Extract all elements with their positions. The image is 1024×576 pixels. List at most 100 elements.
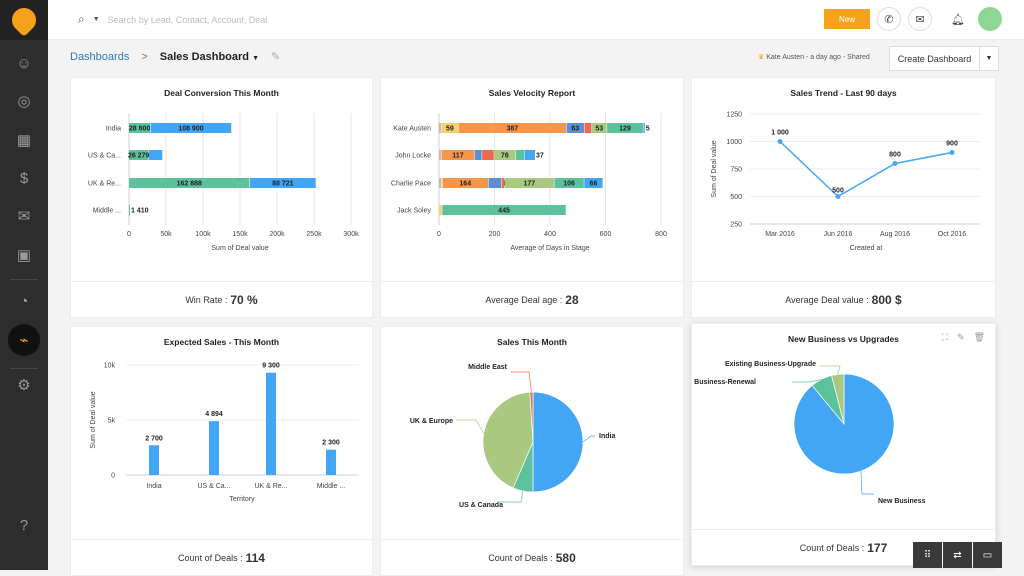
bar-label: 63	[571, 126, 579, 133]
card-title: Sales This Month	[381, 337, 683, 347]
user-icon[interactable]: ◎	[12, 89, 36, 113]
x-tick-label: 400	[544, 231, 556, 238]
dashboards-icon[interactable]: ⌁	[8, 324, 40, 356]
bar-label: 177	[523, 181, 535, 188]
screen-icon[interactable]: ▭	[973, 542, 1002, 568]
dialpad-icon[interactable]: ⠿	[913, 542, 942, 568]
footer-label: Count of Deals :	[800, 543, 865, 553]
bar-segment	[643, 123, 644, 133]
x-tick-label: UK & Re...	[254, 483, 287, 490]
slice-label: US & Canada	[459, 502, 503, 509]
data-point	[893, 161, 898, 166]
calendar-icon[interactable]: ▣	[12, 243, 36, 267]
slice-label: Existing Business-Upgrade	[725, 361, 816, 368]
x-tick-label: 100k	[195, 231, 211, 238]
bar	[326, 450, 336, 475]
chevron-down-icon[interactable]: ▼	[980, 55, 998, 62]
sync-icon[interactable]: ⇄	[943, 542, 972, 568]
leader-line	[456, 420, 484, 433]
footer-label: Average Deal age :	[485, 295, 562, 305]
card-footer: Average Deal value : 800 $	[692, 281, 995, 317]
x-axis-title: Sum of Deal value	[211, 245, 268, 252]
data-label: 2 700	[145, 435, 163, 442]
leader-line	[511, 372, 531, 392]
search-input[interactable]: Search by Lead, Contact, Account, Deal	[108, 15, 268, 25]
x-axis-title: Territory	[229, 496, 255, 503]
reports-icon[interactable]: ◔	[12, 289, 36, 313]
dashboard-header: Dashboards > Sales Dashboard ▼ ✎ ♛ Kate …	[48, 40, 1024, 75]
leader-line	[861, 471, 874, 494]
create-dashboard-label[interactable]: Create Dashboard	[890, 47, 980, 70]
y-tick-label: Middle ...	[93, 208, 121, 215]
bar-segment	[439, 123, 441, 133]
x-tick-label: 200k	[269, 231, 285, 238]
breadcrumb-dashboards-link[interactable]: Dashboards	[70, 51, 129, 63]
bar-label: 88 721	[272, 181, 294, 188]
x-axis-title: Average of Days in Stage	[510, 245, 589, 252]
new-button[interactable]: New	[824, 9, 870, 29]
slice-label: UK & Europe	[410, 418, 453, 425]
edit-pencil-icon[interactable]: ✎	[271, 50, 280, 63]
bar-segment	[439, 205, 442, 215]
x-tick-label: Mar 2016	[765, 231, 795, 238]
bar-segment	[489, 178, 501, 188]
x-tick-label: US & Ca...	[197, 483, 230, 490]
bar-segment	[482, 150, 494, 160]
x-tick-label: 600	[600, 231, 612, 238]
y-tick-label: 5k	[108, 418, 116, 425]
y-axis-title: Sum of Deal value	[90, 391, 97, 448]
bar-segment	[129, 205, 130, 215]
bar-label: 117	[452, 153, 463, 160]
search-icon[interactable]: ⌕	[78, 12, 85, 27]
phone-icon[interactable]: ✆	[877, 7, 901, 31]
accounts-icon[interactable]: ▦	[12, 128, 36, 152]
bar-segment	[439, 178, 441, 188]
bar-segment	[516, 150, 524, 160]
x-axis-title: Created at	[850, 245, 883, 252]
search-bar[interactable]: ⌕ ▼ Search by Lead, Contact, Account, De…	[78, 12, 267, 27]
footer-value: 580	[556, 551, 576, 565]
contacts-icon[interactable]: ☺	[12, 51, 36, 75]
mail-icon[interactable]: ✉	[908, 7, 932, 31]
leader-line	[583, 436, 595, 442]
bar-label: 387	[506, 126, 518, 133]
create-dashboard-button[interactable]: Create Dashboard ▼	[889, 46, 999, 71]
bar-label: 66	[590, 181, 598, 188]
bar-label: 5	[646, 126, 650, 133]
bar-label: 28 600	[129, 126, 151, 133]
footer-value: 28	[565, 293, 578, 307]
bar	[149, 445, 159, 475]
sidebar: ☺ ◎ ▦ $ ✉ ▣ ◔ ⌁ ⚙ ?	[0, 0, 48, 570]
chat-icon[interactable]: ✉	[12, 204, 36, 228]
settings-icon[interactable]: ⚙	[12, 373, 36, 397]
help-icon[interactable]: ?	[12, 513, 36, 537]
bottom-dock: ⠿ ⇄ ▭	[913, 542, 1002, 568]
divider	[10, 279, 38, 280]
footer-label: Count of Deals :	[488, 553, 553, 563]
bell-icon[interactable]: 🔔︎	[946, 7, 970, 31]
data-label: 9 300	[262, 363, 280, 370]
owner-info: ♛ Kate Austen - a day ago - Shared	[758, 53, 870, 61]
chevron-down-icon: ▼	[252, 55, 259, 62]
avatar[interactable]	[978, 7, 1002, 31]
deals-icon[interactable]: $	[12, 166, 36, 190]
x-tick-label: 0	[127, 231, 131, 238]
y-tick-label: 750	[730, 167, 742, 174]
chevron-down-icon[interactable]: ▼	[93, 16, 100, 23]
slice-label: Existing Business-Renewal	[692, 379, 756, 386]
app-logo[interactable]	[0, 0, 48, 40]
bar-segment	[439, 150, 441, 160]
bar-label: 37	[536, 153, 544, 160]
bar	[209, 421, 219, 475]
pie-slice	[533, 392, 583, 492]
dashboard-selector[interactable]: Sales Dashboard ▼	[160, 51, 259, 63]
topbar: ⌕ ▼ Search by Lead, Contact, Account, De…	[48, 0, 1024, 40]
y-tick-label: 250	[730, 222, 742, 229]
footer-value: 114	[246, 551, 265, 565]
data-point	[950, 150, 955, 155]
y-tick-label: 1250	[726, 112, 742, 119]
